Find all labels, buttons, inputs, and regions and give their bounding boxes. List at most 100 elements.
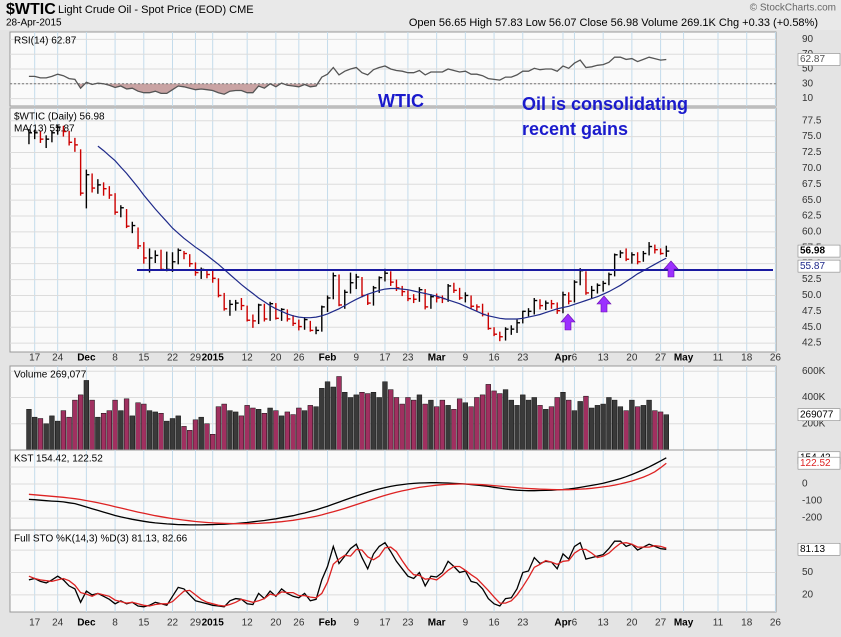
volume-bar (611, 399, 618, 451)
volume-bar (141, 403, 147, 451)
title: Light Crude Oil - Spot Price (EOD) CME (58, 4, 254, 16)
volume-bar (525, 399, 532, 451)
volume-bar (301, 410, 308, 451)
x-tick-label: 16 (488, 353, 500, 364)
volume-bar (589, 407, 595, 451)
x-tick-label: 15 (138, 618, 150, 629)
x-tick-label: 27 (655, 353, 667, 364)
x-tick-label: Dec (77, 618, 96, 629)
volume-bar (152, 411, 158, 451)
x-tick-label: 9 (463, 618, 469, 629)
legend: MA(13) 55.87 (14, 124, 75, 135)
x-tick-label: 23 (402, 618, 414, 629)
x-tick-label: 17 (379, 618, 391, 629)
volume-bar (548, 406, 555, 451)
x-tick-label: 8 (112, 353, 118, 364)
header-bg (0, 0, 841, 30)
volume-bar (416, 394, 423, 451)
volume-bar (543, 409, 549, 451)
volume-bar (169, 418, 176, 451)
volume-bar (468, 406, 474, 451)
x-tick-label: 23 (517, 353, 529, 364)
volume-bar (227, 410, 233, 451)
x-tick-label: 6 (572, 353, 578, 364)
volume-bar (433, 406, 440, 451)
last-value-label: 55.87 (800, 261, 825, 272)
volume-bar (388, 389, 394, 451)
volume-bar (233, 411, 239, 451)
volume-bar (135, 402, 141, 451)
volume-bar (652, 410, 658, 451)
x-tick-label: 17 (29, 353, 41, 364)
x-tick-label: 23 (517, 618, 529, 629)
series-line (28, 540, 667, 608)
x-tick-label: 6 (572, 618, 578, 629)
volume-bar (359, 392, 365, 451)
last-value-label: 56.98 (800, 246, 825, 257)
volume-bar (456, 398, 463, 451)
x-tick-label: 24 (52, 353, 64, 364)
x-tick-label: Apr (554, 618, 571, 629)
volume-bar (129, 415, 135, 451)
y-tick-label: 50 (802, 567, 814, 578)
volume-bar (181, 426, 187, 451)
x-tick-label: 16 (488, 618, 500, 629)
volume-bar (657, 411, 664, 451)
volume-bar (158, 413, 164, 451)
volume-bar (37, 418, 44, 451)
symbol: $WTIC (6, 1, 56, 18)
x-tick-label: Apr (554, 353, 571, 364)
volume-bar (634, 406, 641, 451)
x-tick-label: 2015 (202, 618, 225, 629)
volume-bar (204, 423, 210, 451)
volume-bar (554, 397, 560, 451)
volume-bar (77, 394, 84, 451)
x-tick-label: 17 (379, 353, 391, 364)
y-tick-label: 47.5 (802, 306, 822, 317)
x-tick-label: Dec (77, 353, 96, 364)
volume-bar (330, 386, 336, 451)
x-tick-label: 15 (138, 353, 150, 364)
last-value-box (797, 244, 841, 258)
volume-bar (83, 380, 90, 451)
volume-bar (566, 399, 572, 451)
legend: Full STO %K(14,3) %D(3) 81.13, 82.66 (14, 534, 188, 545)
volume-bar (192, 419, 199, 451)
last-value-label: 62.87 (800, 54, 825, 65)
y-tick-label: 70.0 (802, 163, 822, 174)
volume-bar (296, 407, 302, 451)
volume-bar (164, 420, 170, 451)
last-value-box (797, 456, 841, 470)
volume-bar (663, 414, 669, 451)
annotation: recent gains (522, 119, 628, 139)
legend: KST 154.42, 122.52 (14, 454, 103, 465)
volume-bar (479, 394, 486, 451)
legend: Volume 269,077 (14, 370, 87, 381)
volume-bar (485, 384, 491, 451)
volume-bar (428, 399, 434, 451)
volume-bar (112, 399, 118, 451)
last-value-box (797, 542, 841, 556)
x-tick-label: 2015 (202, 353, 225, 364)
volume-bar (244, 405, 250, 451)
y-tick-label: 10 (802, 93, 814, 104)
volume-bar (537, 405, 543, 451)
volume-bar (72, 399, 78, 451)
series-line (28, 462, 667, 525)
x-tick-label: 9 (463, 353, 469, 364)
last-value-label: 269077 (800, 409, 834, 420)
x-tick-label: Feb (319, 353, 337, 364)
volume-bar (382, 381, 388, 451)
volume-bar (261, 413, 268, 451)
volume-bar (474, 397, 480, 451)
last-value-box (797, 53, 841, 66)
x-tick-label: 27 (655, 618, 667, 629)
x-tick-label: 22 (167, 353, 179, 364)
panel (9, 449, 777, 531)
volume-bar (399, 403, 405, 451)
volume-bar (445, 405, 451, 451)
arrow (663, 260, 679, 278)
volume-bar (324, 381, 331, 451)
